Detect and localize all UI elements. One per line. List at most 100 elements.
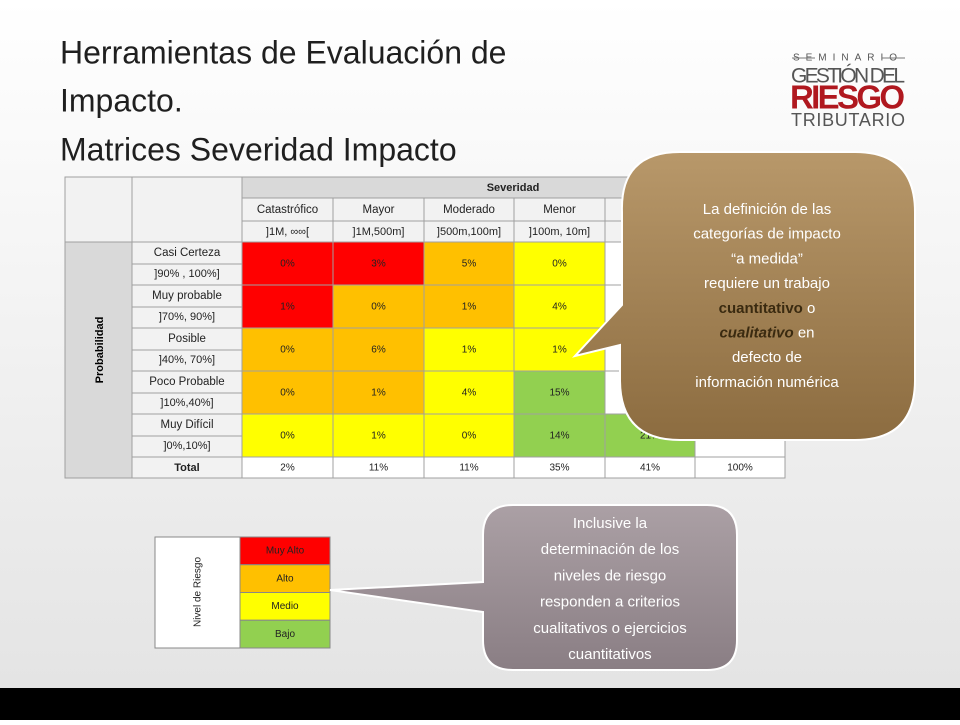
footer-bar (0, 688, 960, 720)
cell-value: 1% (371, 388, 386, 399)
column-range: ]1M,500m] (353, 226, 405, 238)
column-name: Mayor (363, 204, 395, 216)
callout-text: niveles de riesgo (554, 567, 667, 584)
callout-text: responden a criterios (540, 594, 680, 611)
callout-text-part: “a medida” (731, 250, 803, 267)
table-cell (694, 456, 786, 479)
total-value: 11% (369, 463, 388, 474)
callout-text: requiere un trabajo (704, 275, 830, 292)
callout-text-part: o (803, 300, 816, 317)
cell-value: 4% (552, 302, 567, 313)
cell-value: 0% (280, 388, 295, 399)
column-name: Menor (543, 204, 576, 216)
cell-value: 0% (552, 259, 567, 270)
callout-text: cualitativo en (719, 324, 814, 341)
legend-swatch (239, 619, 331, 649)
row-range: ]90% , 100%] (154, 268, 219, 280)
row-range: ]40%, 70%] (159, 354, 215, 366)
cell-value: 1% (371, 431, 386, 442)
row-name: Muy probable (152, 290, 222, 302)
table-cell (423, 241, 515, 286)
legend-level: Alto (276, 573, 294, 584)
callout-text-part: requiere un trabajo (704, 275, 830, 292)
row-name: Casi Certeza (154, 247, 221, 259)
row-name: Posible (168, 333, 206, 345)
callout-text: categorías de impacto (693, 226, 841, 243)
callout-text-part: en (794, 324, 815, 341)
cell-value: 14% (549, 431, 569, 442)
logo-line1: GESTIÓN DEL (791, 65, 905, 88)
row-range: ]70%, 90%] (159, 311, 215, 323)
column-range: ]100m, 10m] (529, 226, 590, 238)
table-cell (241, 327, 334, 372)
table-cell (513, 284, 606, 329)
table-cell (332, 241, 425, 286)
slide-title: Herramientas de Evaluación de (60, 34, 506, 70)
legend-swatch (239, 564, 331, 593)
slide-title: Matrices Severidad Impacto (60, 131, 457, 167)
callout-text: defecto de (732, 349, 802, 366)
cell-value: 6% (371, 345, 386, 356)
cell-value: 0% (371, 302, 386, 313)
callout-text-part: categorías de impacto (693, 226, 841, 243)
column-range: ]1M, ∞∞[ (266, 226, 309, 238)
cell-value: 1% (462, 302, 477, 313)
cell-value: 21% (640, 431, 660, 442)
cell-value: 1% (552, 345, 567, 356)
callout-text: cuantitativo o (719, 300, 816, 317)
logo-line2: RIESGO (790, 79, 905, 116)
logo-line3: TRIBUTARIO (791, 110, 905, 130)
table-cell (332, 284, 425, 329)
callout-text-part: La definición de las (703, 201, 831, 218)
total-value: 100% (727, 463, 753, 474)
callout-text-part: información numérica (695, 374, 839, 391)
table-cell (513, 413, 606, 458)
cell-value: 0% (280, 259, 295, 270)
row-name: Poco Probable (149, 376, 224, 388)
total-value: 11% (459, 463, 478, 474)
table-cell (332, 413, 425, 458)
total-value: 41% (640, 463, 660, 474)
column-range: ]500m,100m] (437, 226, 501, 238)
callout-text: cualitativos o ejercicios (533, 620, 686, 637)
legend-level: Bajo (275, 629, 295, 640)
callout (329, 504, 738, 671)
row-range: ]10%,40%] (160, 397, 213, 409)
column-name: Catastrófico (257, 204, 318, 216)
table-cell (64, 176, 133, 243)
callout-text: determinación de los (541, 541, 679, 558)
cell-value: 0% (280, 345, 295, 356)
logo-top: SEMINARIO (793, 53, 903, 64)
table-cell (241, 241, 334, 286)
callout-text: Inclusive la (573, 515, 648, 532)
legend-swatch (239, 536, 331, 566)
callout-text-part: cuantitativo (719, 300, 803, 317)
table-cell (241, 284, 334, 329)
callout-text: “a medida” (731, 250, 803, 267)
side-label: Probabilidad (94, 317, 106, 384)
total-value: 35% (549, 463, 569, 474)
table-cell (241, 370, 334, 415)
legend-label: Nivel de Riesgo (193, 557, 204, 627)
legend-swatch (239, 592, 331, 621)
table-cell (513, 241, 606, 286)
callout-text: cuantitativos (568, 646, 651, 663)
legend-level: Muy Alto (266, 546, 305, 557)
cell-value: 0% (280, 431, 295, 442)
cell-value: 3% (371, 259, 386, 270)
table-cell (64, 241, 133, 479)
row-name: Muy Difícil (160, 419, 213, 431)
cell-value: 1% (462, 345, 477, 356)
legend-level: Medio (271, 601, 299, 612)
cell-value: 1% (280, 302, 295, 313)
cell-value: 4% (462, 388, 477, 399)
callout (572, 151, 916, 441)
callout-text-part: cualitativo (719, 324, 793, 341)
total-label: Total (174, 462, 199, 474)
slide-title: Impacto. (60, 82, 183, 118)
callout-text-part: defecto de (732, 349, 802, 366)
cell-value: 15% (549, 388, 569, 399)
table-header: Severidad (487, 182, 540, 194)
cell-value: 0% (462, 431, 477, 442)
